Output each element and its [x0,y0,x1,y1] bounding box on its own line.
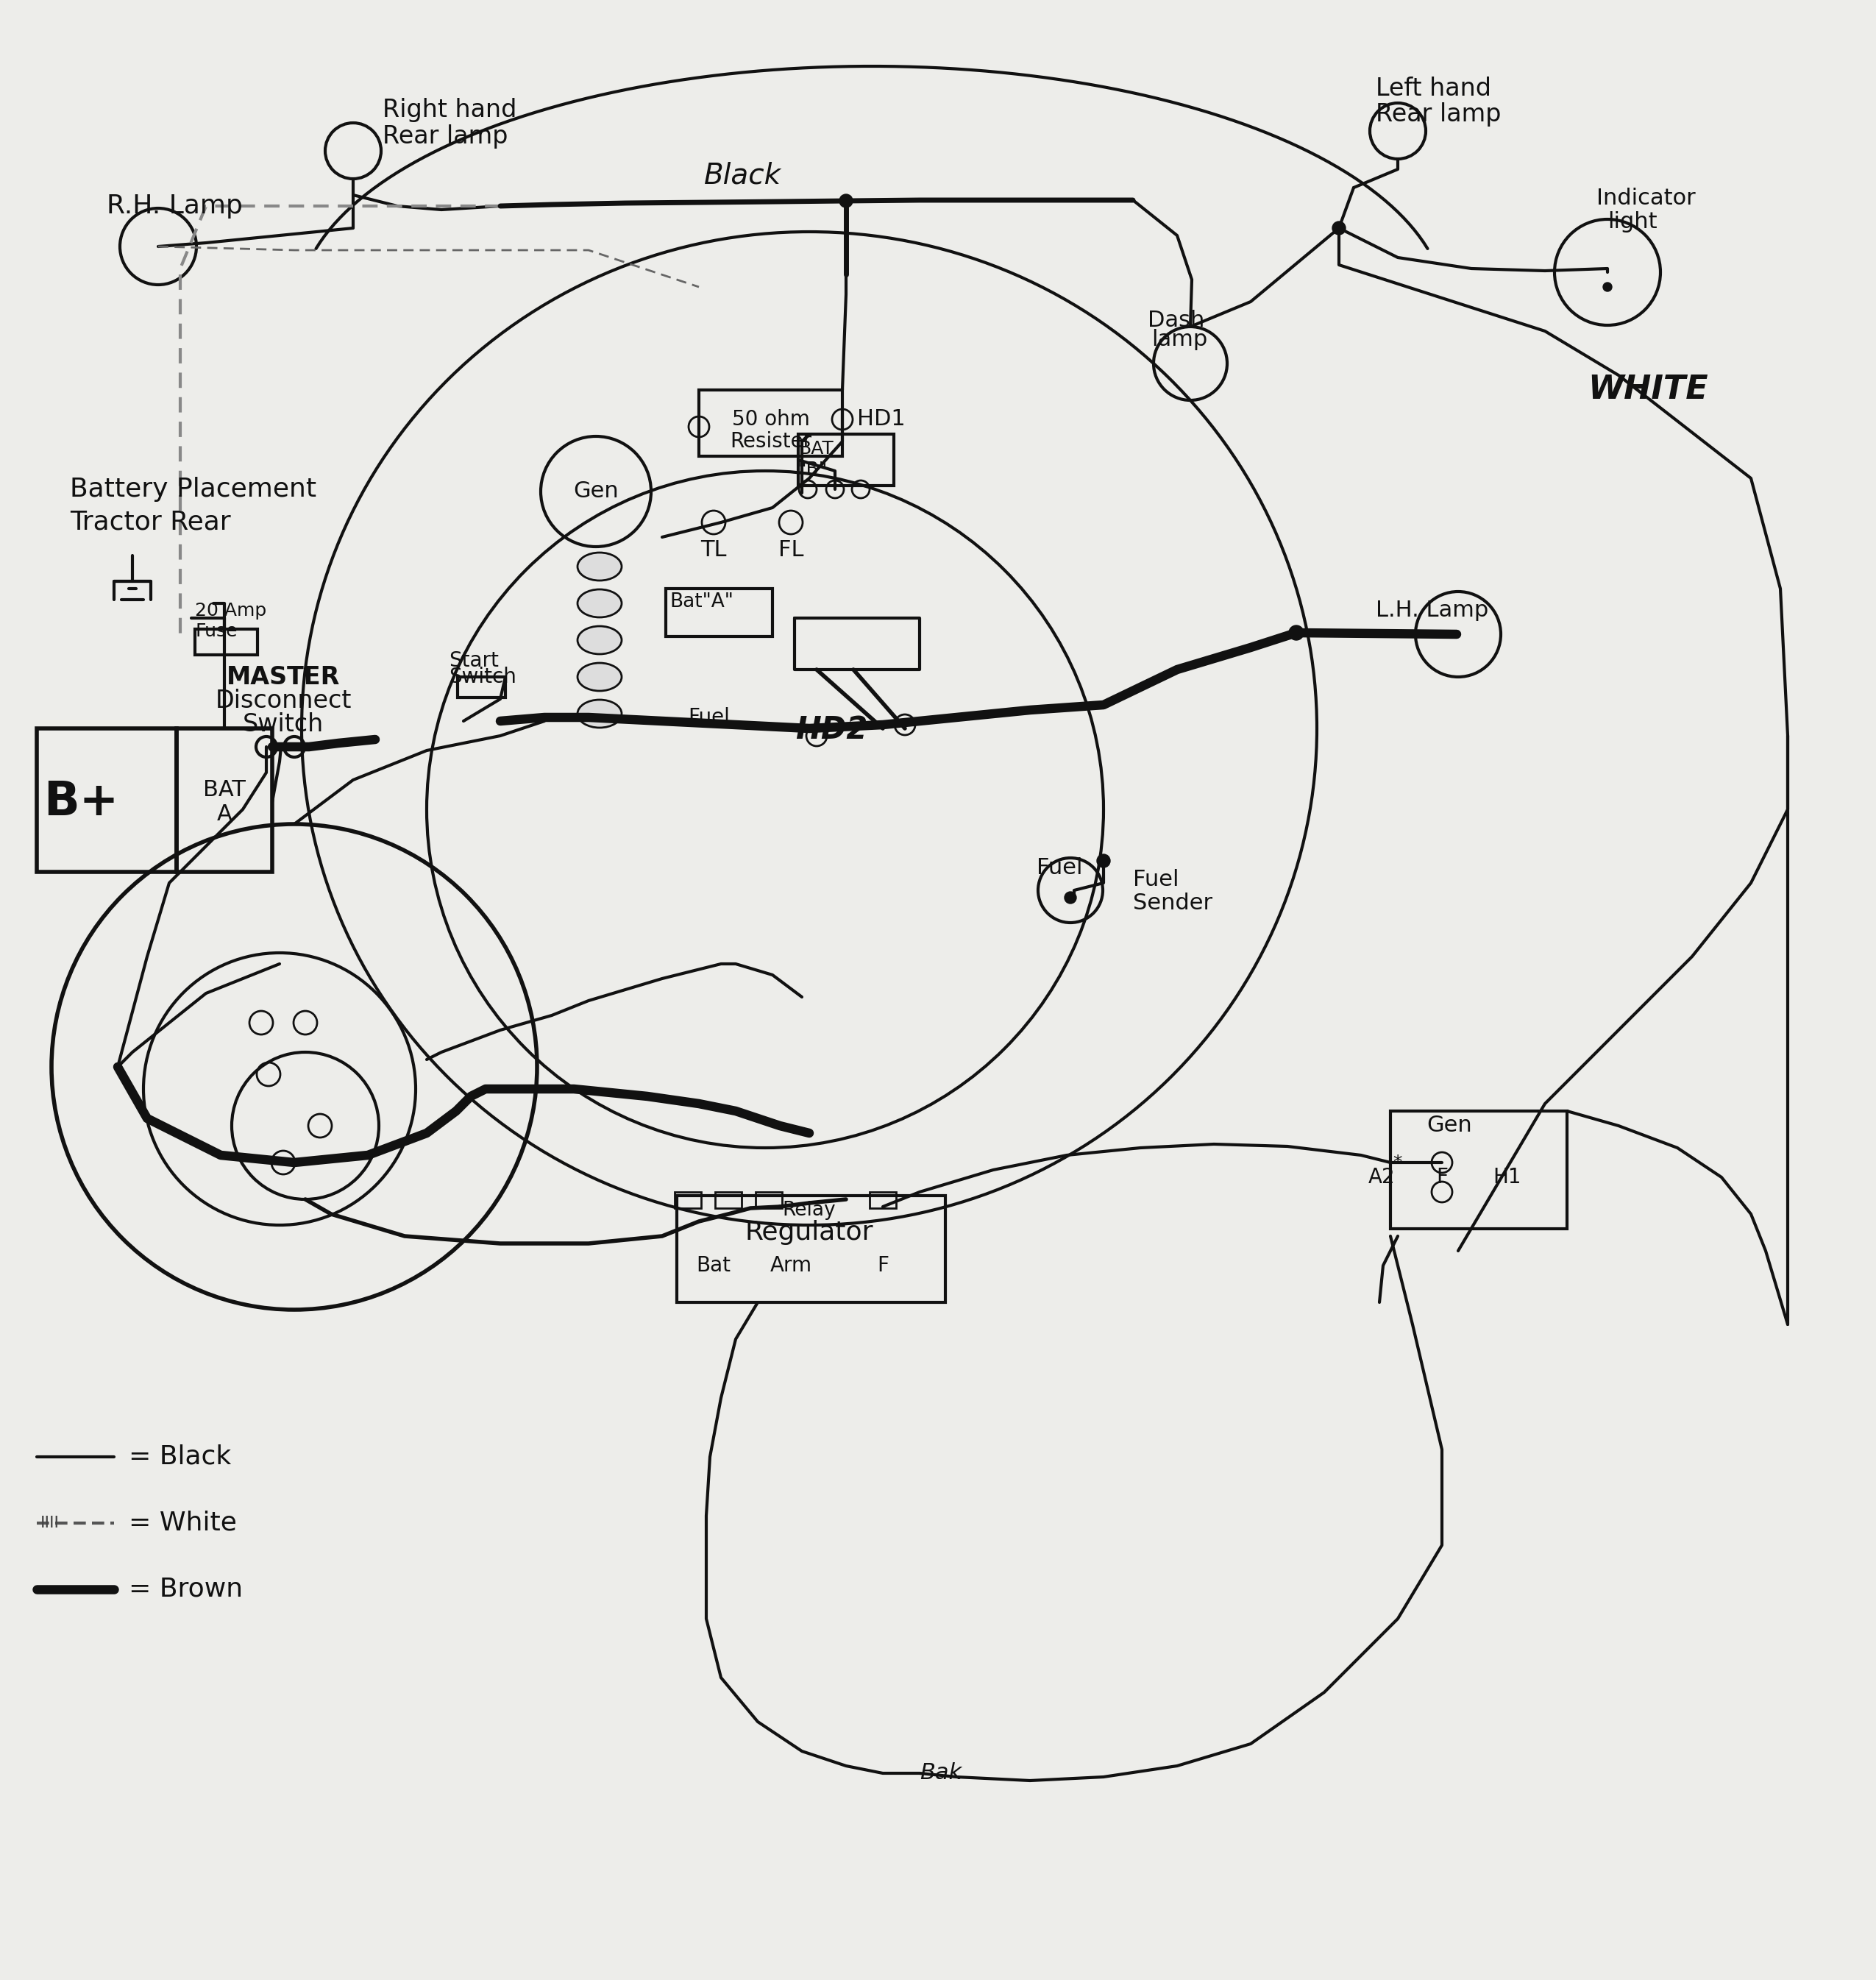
Text: Disconnect: Disconnect [216,689,351,713]
Text: = White: = White [129,1511,236,1536]
Text: R.H. Lamp: R.H. Lamp [107,194,242,218]
Bar [870,1192,897,1208]
Text: 50 ohm: 50 ohm [732,410,810,430]
Text: HD1: HD1 [857,408,906,430]
Text: Arm: Arm [769,1255,812,1275]
Text: Bat"A": Bat"A" [670,592,734,612]
Text: Fuel: Fuel [1036,857,1082,879]
Bar [1390,1111,1566,1230]
Text: FL: FL [779,541,803,560]
Text: MASTER: MASTER [227,665,340,689]
Circle shape [1332,222,1345,236]
Text: 20 Amp: 20 Amp [195,602,266,620]
Bar [797,434,893,485]
Text: WHITE: WHITE [1587,374,1709,406]
Ellipse shape [578,552,621,580]
Ellipse shape [578,626,621,653]
Ellipse shape [578,590,621,618]
Text: Right hand: Right hand [383,99,516,123]
Bar [715,1192,741,1208]
Text: Gen: Gen [574,481,619,503]
Text: BAT
A: BAT A [203,778,246,826]
Text: Resister: Resister [730,432,812,451]
Bar [38,729,176,871]
Text: Relay: Relay [782,1200,837,1220]
Text: Regulator: Regulator [745,1220,874,1245]
Circle shape [1097,853,1111,867]
Text: H1: H1 [1493,1166,1521,1188]
Text: = Brown: = Brown [129,1576,242,1602]
Text: B+: B+ [43,780,118,826]
Text: A2: A2 [1368,1166,1396,1188]
Text: Tractor Rear: Tractor Rear [69,511,231,535]
Text: Left hand: Left hand [1375,75,1491,101]
Circle shape [1604,283,1611,291]
Text: Bak: Bak [919,1762,962,1784]
Text: F: F [876,1255,889,1275]
Bar [756,1192,782,1208]
Text: BAT: BAT [797,440,833,457]
Bar [195,630,257,655]
Text: IIII: IIII [41,1517,60,1531]
Text: Bat: Bat [696,1255,732,1275]
Text: = Black: = Black [129,1443,231,1469]
Text: Indicator: Indicator [1596,188,1696,210]
Text: Rear lamp: Rear lamp [383,125,508,148]
Bar [458,677,505,697]
Ellipse shape [578,663,621,691]
Bar [677,1196,946,1303]
Text: Gen: Gen [1426,1115,1473,1137]
Bar [700,390,842,455]
Text: Battery Placement: Battery Placement [69,477,317,501]
Bar [666,588,773,636]
Text: Dash: Dash [1148,309,1204,331]
Text: Switch: Switch [242,713,325,737]
Circle shape [1289,626,1304,640]
Text: Sender: Sender [1133,893,1212,915]
Text: Rear lamp: Rear lamp [1375,101,1501,127]
Text: Black: Black [704,160,782,190]
Text: F: F [1435,1166,1448,1188]
Circle shape [1064,891,1077,903]
Text: Start: Start [448,651,499,671]
Bar [675,1192,702,1208]
Text: lamp: lamp [1152,329,1208,350]
Text: Switch: Switch [448,667,516,687]
Text: L.H. Lamp: L.H. Lamp [1375,600,1488,622]
Circle shape [839,194,854,208]
Text: HD2: HD2 [795,715,867,744]
Text: "B": "B" [797,461,827,479]
Bar [176,729,272,871]
Text: Fuel: Fuel [1133,869,1178,889]
Text: Fuel: Fuel [688,707,730,729]
Text: Fuse: Fuse [195,622,236,640]
Text: *: * [1394,1154,1403,1172]
Ellipse shape [578,699,621,729]
Text: light: light [1608,212,1657,234]
Text: TL: TL [700,541,726,560]
